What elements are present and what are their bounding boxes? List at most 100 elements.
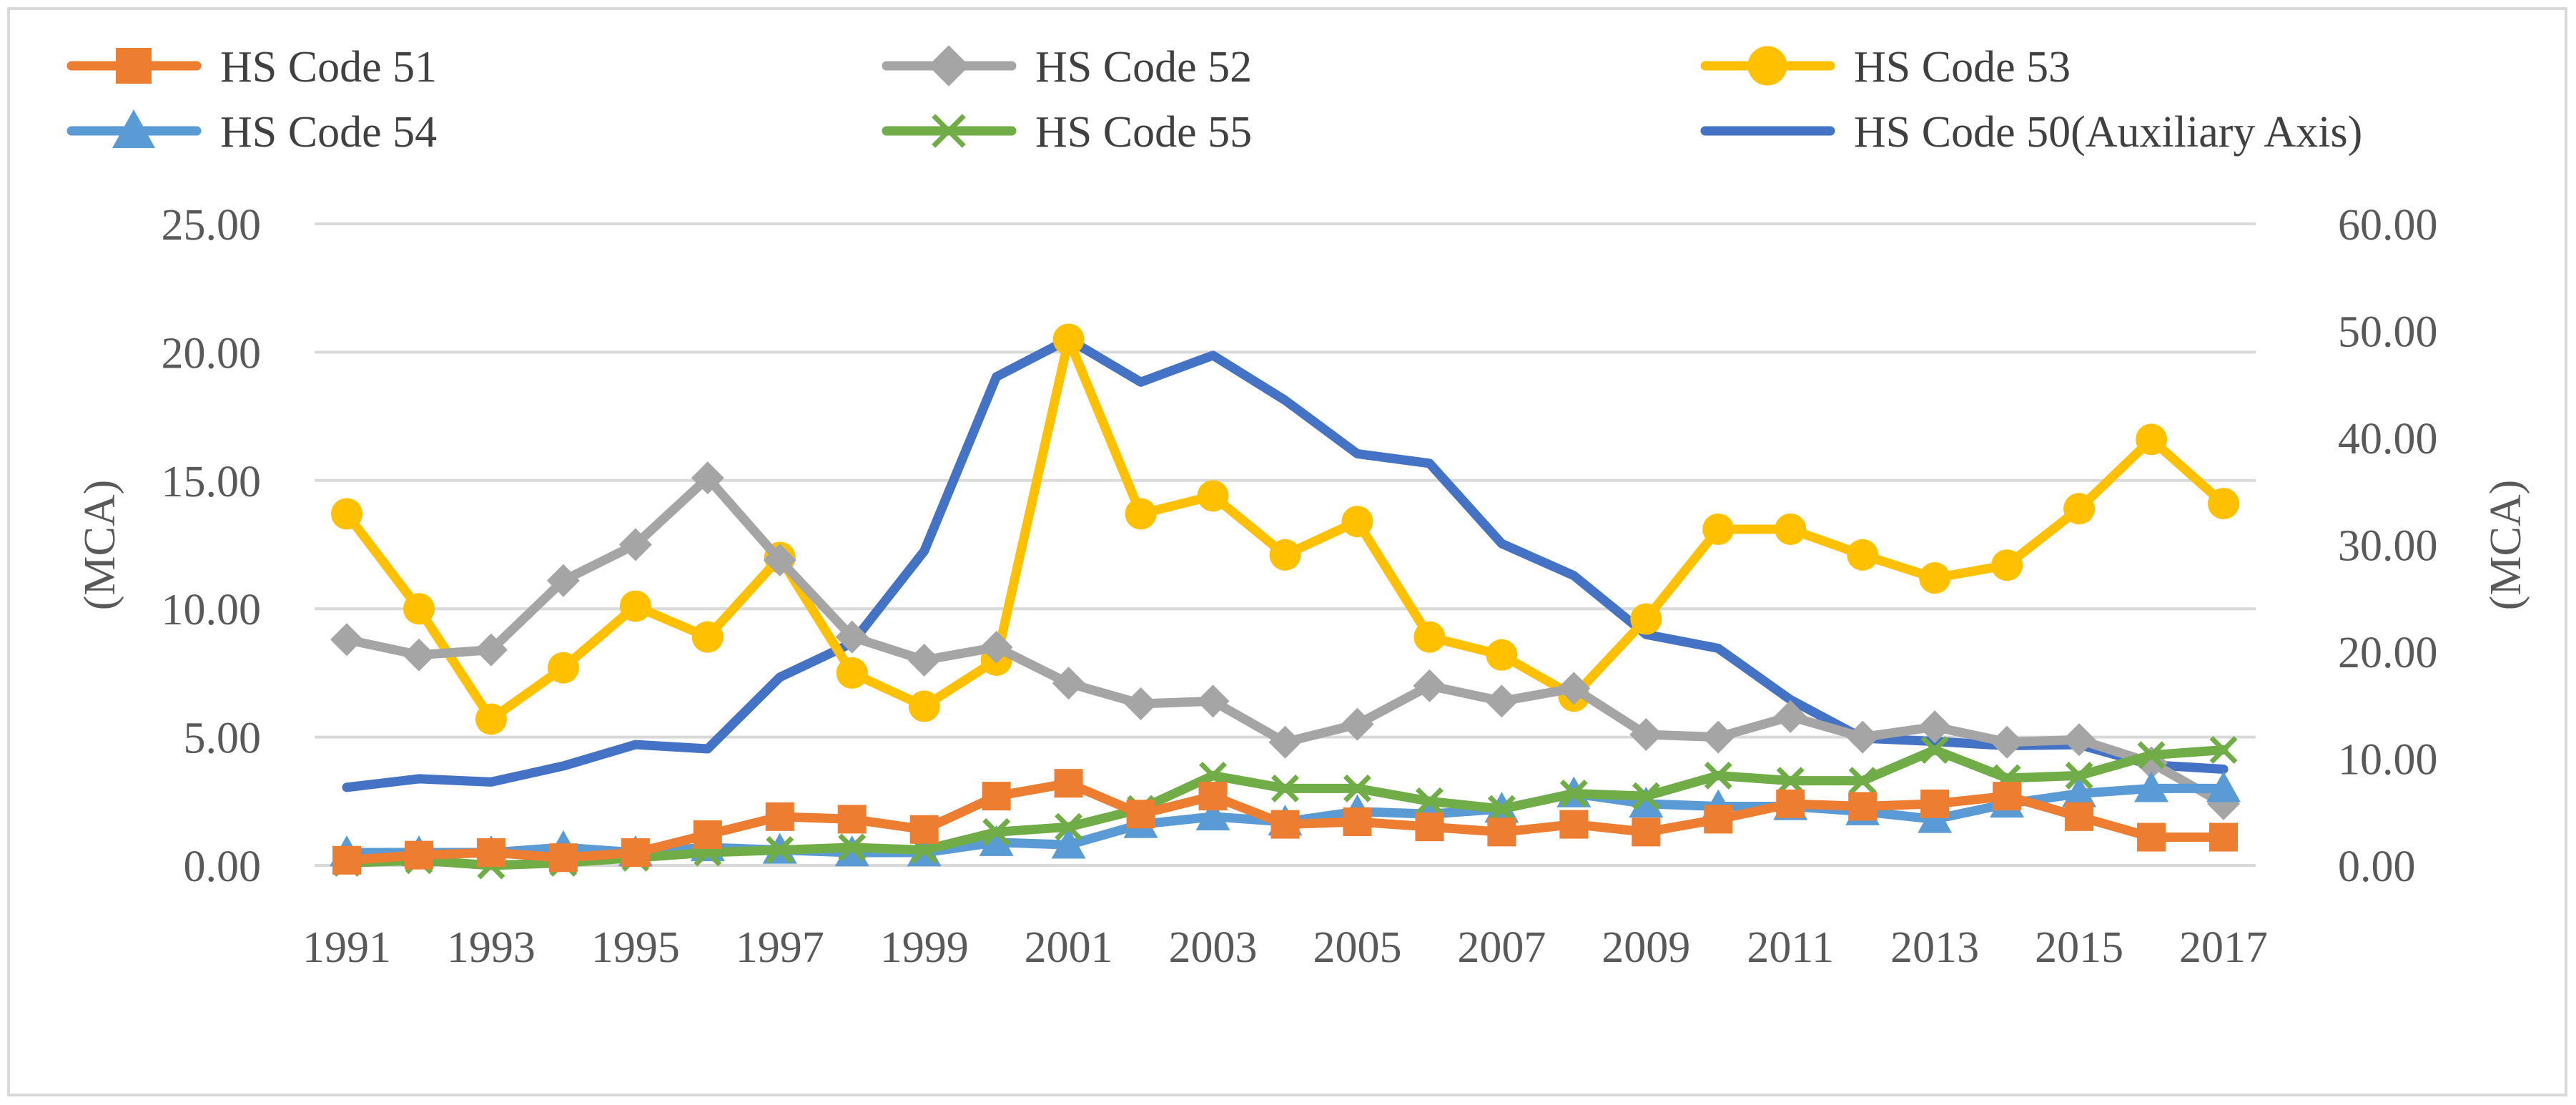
data-point xyxy=(1055,812,1083,841)
data-point xyxy=(1413,621,1446,653)
y-right-tick-label: 0.00 xyxy=(2338,843,2416,891)
data-point-stroke xyxy=(1415,787,1444,815)
data-point xyxy=(691,621,724,653)
data-point xyxy=(691,461,724,495)
data-point xyxy=(1919,562,1951,594)
data-point xyxy=(2062,776,2097,807)
data-point xyxy=(2137,741,2166,770)
data-point xyxy=(476,838,505,868)
data-point xyxy=(403,593,435,625)
series-hs-code-51 xyxy=(332,769,2238,875)
data-point xyxy=(1632,817,1661,847)
data-point xyxy=(1702,720,1735,754)
data-point xyxy=(618,528,652,561)
y-right-tick-label: 20.00 xyxy=(2338,629,2438,677)
legend-marker xyxy=(1747,46,1787,86)
legend-item: HS Code 54 xyxy=(66,108,437,157)
data-point xyxy=(1125,498,1157,530)
data-point xyxy=(1632,782,1660,810)
data-point xyxy=(1557,672,1591,705)
data-point xyxy=(1918,710,1952,744)
data-point xyxy=(2136,423,2168,456)
data-point xyxy=(2063,723,2096,757)
data-point-stroke xyxy=(982,817,1011,846)
data-point xyxy=(766,835,794,864)
y-right-axis-label: (MCA) xyxy=(2482,480,2530,611)
y-tick-label: 0.00 xyxy=(184,843,262,891)
legend-item: HS Code 52 xyxy=(882,43,1252,92)
data-point xyxy=(1343,807,1372,837)
legend-marker xyxy=(116,48,152,84)
data-point xyxy=(1993,782,2022,811)
data-point xyxy=(2137,822,2166,852)
data-point-stroke xyxy=(1487,795,1516,823)
x-tick-label: 1991 xyxy=(302,923,391,972)
x-tick-label: 1993 xyxy=(447,923,536,972)
data-point xyxy=(693,820,722,849)
y-tick-label: 20.00 xyxy=(162,329,262,378)
x-tick-label: 2007 xyxy=(1457,923,1546,972)
y-right-tick-label: 10.00 xyxy=(2338,736,2438,785)
x-tick-label: 1999 xyxy=(880,923,969,972)
data-point xyxy=(2065,761,2093,790)
data-point xyxy=(1776,789,1805,818)
data-point xyxy=(1196,684,1230,718)
legend-item: HS Code 53 xyxy=(1700,43,2071,92)
data-point xyxy=(982,817,1011,846)
data-point xyxy=(1848,792,1877,821)
x-tick-label: 2003 xyxy=(1169,923,1258,972)
legend: HS Code 51 HS Code 52 HS Code 53 HS Code 54… xyxy=(66,43,2362,157)
x-tick-label: 2001 xyxy=(1025,923,1113,972)
data-point xyxy=(1341,707,1374,741)
data-point xyxy=(1990,725,2024,759)
legend-marker xyxy=(932,114,966,148)
data-point xyxy=(1195,799,1230,831)
legend-label: HS Code 52 xyxy=(1035,43,1252,92)
legend-label: HS Code 51 xyxy=(220,43,437,92)
data-point xyxy=(546,564,580,597)
data-point xyxy=(1124,687,1158,720)
data-point xyxy=(1197,480,1229,512)
data-point xyxy=(1485,684,1519,718)
data-point xyxy=(979,825,1014,856)
x-tick-label: 2005 xyxy=(1313,923,1401,972)
data-point xyxy=(1198,782,1228,811)
data-point-stroke xyxy=(1920,736,1949,765)
data-point xyxy=(1487,817,1516,847)
data-point xyxy=(1052,323,1085,355)
data-point-stroke xyxy=(1776,767,1805,795)
data-point xyxy=(1051,827,1086,859)
data-point xyxy=(1920,736,1949,765)
data-point xyxy=(1629,786,1664,818)
x-tick-label: 2011 xyxy=(1747,923,1834,972)
data-point-stroke xyxy=(2065,761,2093,790)
y-tick-label: 15.00 xyxy=(162,458,262,506)
data-point xyxy=(2134,771,2169,802)
data-point xyxy=(1775,513,1807,545)
data-point xyxy=(908,690,940,722)
series-hs-code-52 xyxy=(330,461,2240,820)
data-point xyxy=(765,802,794,831)
legend-item: HS Code 51 xyxy=(66,43,437,92)
data-point xyxy=(2206,771,2241,802)
data-point xyxy=(1052,667,1085,700)
x-tick-label: 2015 xyxy=(2035,923,2123,972)
data-point xyxy=(2065,802,2094,831)
data-point-stroke xyxy=(1271,774,1299,802)
data-point xyxy=(835,620,869,654)
data-point xyxy=(332,845,361,875)
data-point xyxy=(2063,493,2096,525)
y-right-tick-label: 40.00 xyxy=(2338,415,2438,463)
data-point-stroke xyxy=(2209,736,2238,765)
data-point-stroke xyxy=(1055,812,1083,841)
x-tick-label: 1997 xyxy=(736,923,824,972)
data-point xyxy=(1270,810,1300,839)
data-point xyxy=(1269,539,1301,571)
data-point xyxy=(2209,736,2238,765)
legend-item: HS Code 50(Auxiliary Axis) xyxy=(1700,108,2362,157)
legend-label: HS Code 50(Auxiliary Axis) xyxy=(1854,108,2362,157)
data-point xyxy=(1848,767,1877,795)
y-tick-label: 10.00 xyxy=(162,586,262,634)
data-point xyxy=(1702,513,1734,545)
